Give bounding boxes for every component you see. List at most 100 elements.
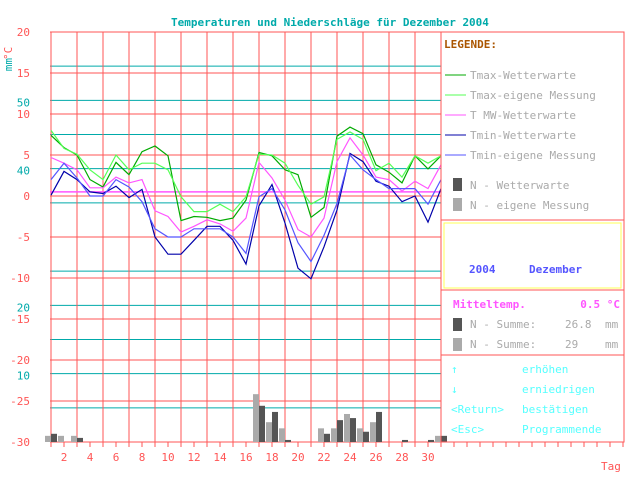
key-up[interactable]: ↑ [451,363,458,376]
rain-bar [441,435,447,442]
rain-bar [350,418,356,442]
x-tick-label: 18 [265,451,278,464]
temp-tick-label: 15 [17,67,30,80]
period-box: 2004 Dezember [443,222,622,289]
rain-bar [51,433,57,442]
rain-bar [370,422,376,442]
rain-bar [363,431,369,442]
legend-item: Tmin-Wetterwarte [470,129,576,142]
x-tick-label: 6 [113,451,120,464]
x-tick-label: 12 [187,451,200,464]
rain-bar [71,435,77,442]
mean-temp-label: Mitteltemp. [453,298,526,311]
legend-item: T MW-Wetterwarte [470,109,576,122]
x-tick-label: 22 [317,451,330,464]
temp-tick-label: -10 [10,272,30,285]
legend-swatch-rain-ww [453,178,462,191]
rain-sum-label: N - Summe: [470,318,536,331]
period-year[interactable]: 2004 [469,263,496,276]
legend-item: Tmax-Wetterwarte [470,69,576,82]
rain-bar [402,439,408,442]
rain-tick-label: 10 [17,370,30,383]
period-month[interactable]: Dezember [529,263,582,276]
rain-bar [266,422,272,442]
x-axis-label: Tag [601,460,621,473]
key-down-action: erniedrigen [522,383,595,396]
x-tick-label: 28 [395,451,408,464]
legend-item: Tmax-eigene Messung [470,89,596,102]
rain-bar [58,435,64,442]
legend-item: Tmin-eigene Messung [470,149,596,162]
key-esc[interactable]: <Esc> [451,423,484,436]
x-tick-label: 4 [87,451,94,464]
rain-bar [318,428,324,442]
series-line [50,126,442,222]
x-tick-label: 8 [139,451,146,464]
key-up-action: erhöhen [522,363,568,376]
rain-bar [331,428,337,442]
rain-sum-unit: mm [605,338,619,351]
temp-tick-label: -5 [17,231,30,244]
rain-own-swatch [453,338,462,351]
rain-bar [376,411,382,442]
rain-tick-label: 40 [17,165,30,178]
legend-title: LEGENDE: [444,38,497,51]
rain-bar [428,439,434,442]
temp-tick-label: 10 [17,108,30,121]
key-return[interactable]: <Return> [451,403,504,416]
rain-bar [435,435,441,442]
x-tick-label: 24 [343,451,357,464]
temp-tick-label: -15 [10,313,30,326]
rain-bar [337,420,343,442]
rain-bar [253,394,259,442]
mean-temp-value: 0.5 °C [580,298,620,311]
series-line [50,130,442,213]
period-box-border [443,222,622,289]
rain-tick-label: 20 [17,301,30,314]
series-line [50,153,442,263]
stats: Mitteltemp. 0.5 °C N - Summe: 26.8 mm N … [453,298,620,351]
legend-swatch-rain-own [453,198,462,211]
rain-bar [324,433,330,442]
temp-tick-label: -20 [10,354,30,367]
rain-bar [285,439,291,442]
temp-tick-label: -30 [10,436,30,449]
rain-ww-swatch [453,318,462,331]
x-tick-label: 26 [369,451,382,464]
legend-item: N - Wetterwarte [470,179,569,192]
x-tick-label: 30 [421,451,434,464]
chart-title: Temperaturen und Niederschläge für Dezem… [171,16,489,29]
series-line [50,136,442,238]
rain-sum-label: N - Summe: [470,338,536,351]
rain-unit-label: mm [2,58,15,72]
x-tick-label: 14 [213,451,227,464]
rain-bar [279,428,285,442]
key-down[interactable]: ↓ [451,383,458,396]
temp-tick-label: 20 [17,26,30,39]
rain-bar [259,405,265,442]
side-panel-border [440,31,625,443]
rain-sum-unit: mm [605,318,619,331]
rain-bar [272,411,278,442]
temp-tick-label: -25 [10,395,30,408]
x-tick-label: 10 [161,451,174,464]
x-tick-label: 2 [61,451,68,464]
key-help: ↑ erhöhen ↓ erniedrigen <Return> bestäti… [451,363,601,436]
temp-unit-label: °C [2,47,15,60]
rain-sum-own: 29 [565,338,578,351]
series-line [50,152,442,280]
rain-bar [344,413,350,442]
key-return-action: bestätigen [522,403,588,416]
rain-bar [45,435,51,442]
x-tick-label: 20 [291,451,304,464]
legend: LEGENDE: Tmax-Wetterwarte Tmax-eigene Me… [444,38,596,212]
x-tick-label: 16 [239,451,252,464]
rain-sum-ww: 26.8 [565,318,592,331]
temp-tick-label: 0 [23,190,30,203]
temp-tick-label: 5 [23,149,30,162]
rain-tick-label: 50 [17,96,30,109]
legend-item: N - eigene Messung [470,199,589,212]
rain-bar [357,428,363,442]
key-esc-action: Programmende [522,423,601,436]
